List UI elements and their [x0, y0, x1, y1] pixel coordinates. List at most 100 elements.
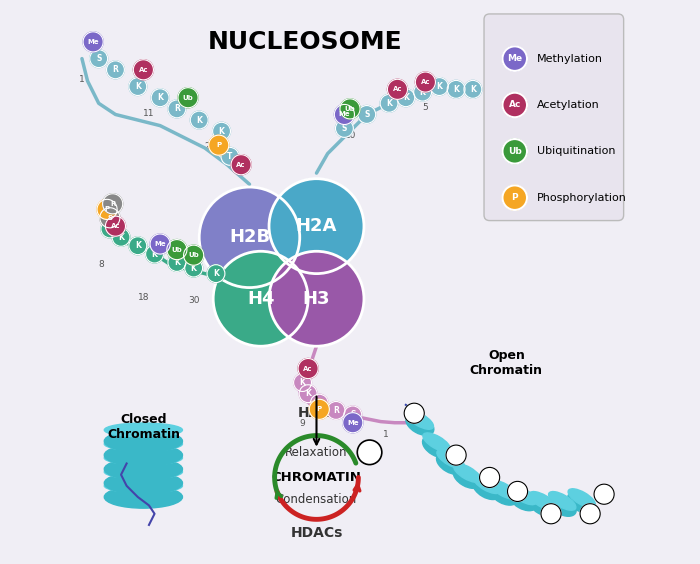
- Text: Ub: Ub: [188, 252, 199, 258]
- Text: Ac: Ac: [509, 100, 521, 109]
- Circle shape: [594, 484, 614, 504]
- Text: P: P: [104, 206, 110, 213]
- Text: R: R: [333, 406, 339, 415]
- Circle shape: [580, 504, 600, 524]
- Text: R: R: [113, 65, 118, 74]
- Text: H4: H4: [247, 290, 274, 308]
- Circle shape: [269, 252, 364, 346]
- Text: Ac: Ac: [421, 79, 430, 85]
- Text: Phosphorylation: Phosphorylation: [537, 193, 627, 202]
- Text: S: S: [350, 411, 356, 420]
- Ellipse shape: [104, 486, 183, 508]
- Ellipse shape: [104, 451, 183, 465]
- Ellipse shape: [104, 458, 183, 481]
- Text: Ac: Ac: [111, 223, 120, 229]
- Text: K: K: [403, 93, 409, 102]
- Text: K: K: [300, 378, 305, 387]
- Ellipse shape: [423, 433, 450, 452]
- Text: 1: 1: [384, 430, 389, 439]
- Text: K: K: [135, 241, 141, 250]
- Ellipse shape: [104, 465, 183, 479]
- Circle shape: [299, 385, 317, 403]
- Circle shape: [415, 72, 435, 92]
- Text: NUCLEOSOME: NUCLEOSOME: [208, 30, 402, 54]
- Circle shape: [357, 440, 382, 465]
- Text: 27: 27: [204, 142, 216, 151]
- Text: H3: H3: [302, 290, 330, 308]
- Text: Ac: Ac: [585, 509, 596, 518]
- Circle shape: [213, 122, 230, 140]
- Circle shape: [150, 234, 170, 254]
- Ellipse shape: [568, 492, 596, 513]
- Circle shape: [129, 78, 147, 95]
- Circle shape: [199, 187, 300, 288]
- Circle shape: [480, 468, 500, 487]
- Ellipse shape: [406, 413, 434, 435]
- Ellipse shape: [104, 472, 183, 494]
- Circle shape: [387, 80, 407, 99]
- Text: Ub: Ub: [172, 246, 182, 253]
- Circle shape: [190, 111, 208, 129]
- Text: Ubiquitination: Ubiquitination: [537, 146, 615, 156]
- Circle shape: [397, 89, 415, 107]
- Circle shape: [214, 252, 308, 346]
- Ellipse shape: [104, 437, 183, 451]
- Circle shape: [209, 135, 229, 155]
- Text: Ac: Ac: [303, 365, 313, 372]
- Text: K: K: [470, 85, 476, 94]
- Text: P: P: [216, 142, 221, 148]
- Ellipse shape: [473, 478, 500, 500]
- Text: K: K: [386, 99, 392, 108]
- Text: P: P: [512, 193, 518, 202]
- Text: Acetylation: Acetylation: [537, 100, 600, 110]
- Text: S: S: [96, 54, 101, 63]
- Circle shape: [541, 504, 561, 524]
- Circle shape: [503, 92, 527, 117]
- Text: 59: 59: [227, 296, 239, 305]
- Circle shape: [269, 179, 364, 274]
- Circle shape: [503, 139, 527, 164]
- Text: Ub: Ub: [344, 106, 356, 112]
- Circle shape: [167, 240, 187, 259]
- Text: K: K: [152, 250, 158, 258]
- Circle shape: [146, 245, 164, 263]
- Text: Ac: Ac: [484, 473, 495, 482]
- Circle shape: [503, 186, 527, 210]
- Text: K: K: [107, 224, 113, 233]
- Text: S: S: [342, 124, 347, 133]
- Text: K: K: [213, 269, 219, 278]
- Text: 9: 9: [300, 419, 305, 428]
- FancyBboxPatch shape: [484, 14, 624, 221]
- Ellipse shape: [509, 489, 537, 510]
- Circle shape: [344, 406, 362, 424]
- Text: H2A: H2A: [296, 217, 337, 235]
- Text: Me: Me: [154, 241, 166, 247]
- Circle shape: [335, 120, 354, 138]
- Text: HATs: HATs: [298, 406, 335, 420]
- Text: CHROMATIN: CHROMATIN: [272, 471, 361, 484]
- Circle shape: [464, 81, 482, 98]
- Text: H2B: H2B: [229, 228, 270, 246]
- Circle shape: [380, 94, 398, 112]
- Text: K: K: [158, 93, 163, 102]
- Ellipse shape: [104, 423, 183, 437]
- Ellipse shape: [510, 486, 537, 505]
- Text: K: K: [420, 87, 426, 96]
- Text: Relaxation: Relaxation: [285, 446, 348, 459]
- Circle shape: [90, 50, 108, 68]
- Circle shape: [310, 394, 328, 412]
- Ellipse shape: [453, 466, 482, 488]
- Circle shape: [309, 399, 329, 420]
- Circle shape: [101, 220, 119, 238]
- Text: Ac: Ac: [546, 509, 556, 518]
- Text: Ac: Ac: [363, 447, 376, 457]
- Circle shape: [133, 60, 153, 80]
- Text: K: K: [453, 85, 459, 94]
- Circle shape: [404, 403, 424, 424]
- Circle shape: [106, 61, 125, 79]
- Text: 11: 11: [144, 109, 155, 118]
- Text: Ac: Ac: [451, 451, 461, 460]
- Circle shape: [100, 208, 120, 228]
- Text: Me: Me: [508, 54, 522, 63]
- Text: K: K: [218, 127, 225, 136]
